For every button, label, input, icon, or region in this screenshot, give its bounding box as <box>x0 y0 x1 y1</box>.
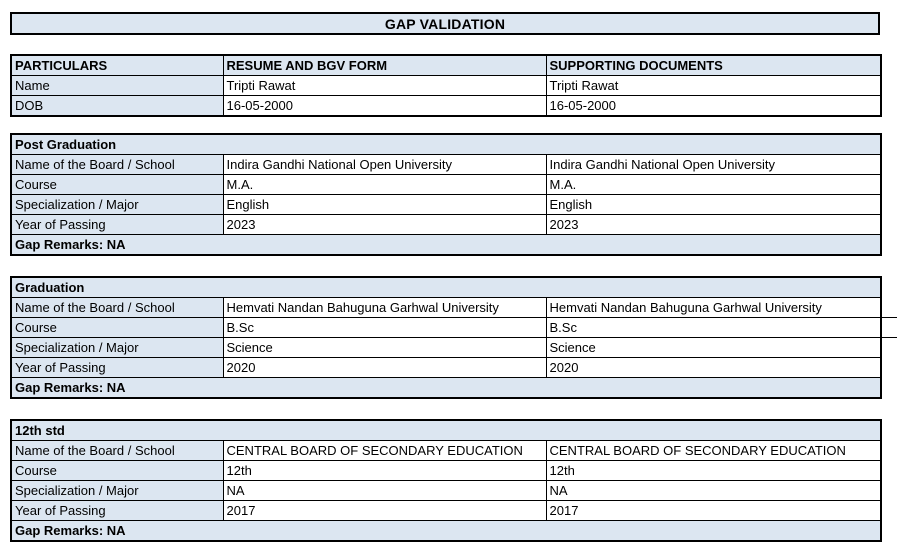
column-header-particulars: PARTICULARS <box>10 54 224 76</box>
row-label: Name <box>10 75 224 96</box>
table-header-row: PARTICULARS RESUME AND BGV FORM SUPPORTI… <box>10 54 882 76</box>
resume-value: Indira Gandhi National Open University <box>222 154 547 175</box>
supporting-value: 2017 <box>545 500 882 521</box>
table-row-specialization: Specialization / Major NA NA <box>10 480 882 501</box>
resume-value: 2017 <box>222 500 547 521</box>
section-heading-row: 12th std <box>10 419 882 441</box>
table-row-year: Year of Passing 2017 2017 <box>10 500 882 521</box>
section-post-graduation: Post Graduation Name of the Board / Scho… <box>10 133 882 256</box>
resume-value: 12th <box>222 460 547 481</box>
resume-value: 16-05-2000 <box>222 95 547 117</box>
resume-value: M.A. <box>222 174 547 195</box>
row-label: Name of the Board / School <box>10 154 224 175</box>
supporting-value: CENTRAL BOARD OF SECONDARY EDUCATION <box>545 440 882 461</box>
table-row-course: Course 12th 12th <box>10 460 882 481</box>
row-label: Name of the Board / School <box>10 297 224 318</box>
section-heading-row: Graduation <box>10 276 882 298</box>
particulars-table: PARTICULARS RESUME AND BGV FORM SUPPORTI… <box>10 54 882 117</box>
supporting-value: M.A. <box>545 174 882 195</box>
supporting-value: NA <box>545 480 882 501</box>
table-row-board: Name of the Board / School Indira Gandhi… <box>10 154 882 175</box>
supporting-value: Hemvati Nandan Bahuguna Garhwal Universi… <box>545 297 882 318</box>
gridline-stub <box>879 317 897 318</box>
row-label: DOB <box>10 95 224 117</box>
supporting-value: English <box>545 194 882 215</box>
section-heading-row: Post Graduation <box>10 133 882 155</box>
table-row-board: Name of the Board / School Hemvati Nanda… <box>10 297 882 318</box>
row-label: Year of Passing <box>10 214 224 235</box>
row-label: Specialization / Major <box>10 337 224 358</box>
table-row-year: Year of Passing 2020 2020 <box>10 357 882 378</box>
gap-remarks-row: Gap Remarks: NA <box>10 377 882 399</box>
table-row-course: Course M.A. M.A. <box>10 174 882 195</box>
row-label: Name of the Board / School <box>10 440 224 461</box>
table-row-specialization: Specialization / Major Science Science <box>10 337 882 358</box>
gap-remarks: Gap Remarks: NA <box>10 520 882 542</box>
supporting-value: B.Sc <box>545 317 882 338</box>
resume-value: 2023 <box>222 214 547 235</box>
table-row-specialization: Specialization / Major English English <box>10 194 882 215</box>
resume-value: CENTRAL BOARD OF SECONDARY EDUCATION <box>222 440 547 461</box>
row-label: Course <box>10 174 224 195</box>
supporting-value: 2020 <box>545 357 882 378</box>
row-label: Specialization / Major <box>10 480 224 501</box>
supporting-value: 16-05-2000 <box>545 95 882 117</box>
row-label: Year of Passing <box>10 500 224 521</box>
resume-value: Science <box>222 337 547 358</box>
resume-value: NA <box>222 480 547 501</box>
section-heading: 12th std <box>10 419 882 441</box>
page-title: GAP VALIDATION <box>10 12 880 35</box>
table-row-course: Course B.Sc B.Sc <box>10 317 882 338</box>
section-heading: Post Graduation <box>10 133 882 155</box>
resume-value: Hemvati Nandan Bahuguna Garhwal Universi… <box>222 297 547 318</box>
supporting-value: 12th <box>545 460 882 481</box>
resume-value: B.Sc <box>222 317 547 338</box>
resume-value: English <box>222 194 547 215</box>
column-header-supporting: SUPPORTING DOCUMENTS <box>545 54 882 76</box>
row-label: Year of Passing <box>10 357 224 378</box>
section-graduation: Graduation Name of the Board / School He… <box>10 276 882 399</box>
supporting-value: 2023 <box>545 214 882 235</box>
table-row-board: Name of the Board / School CENTRAL BOARD… <box>10 440 882 461</box>
table-row-dob: DOB 16-05-2000 16-05-2000 <box>10 95 882 117</box>
supporting-value: Tripti Rawat <box>545 75 882 96</box>
gap-remarks-row: Gap Remarks: NA <box>10 520 882 542</box>
row-label: Specialization / Major <box>10 194 224 215</box>
supporting-value: Science <box>545 337 882 358</box>
section-heading: Graduation <box>10 276 882 298</box>
table-row-year: Year of Passing 2023 2023 <box>10 214 882 235</box>
row-label: Course <box>10 460 224 481</box>
supporting-value: Indira Gandhi National Open University <box>545 154 882 175</box>
table-row-name: Name Tripti Rawat Tripti Rawat <box>10 75 882 96</box>
gridline-stub <box>879 337 897 338</box>
section-12th-std: 12th std Name of the Board / School CENT… <box>10 419 882 542</box>
resume-value: Tripti Rawat <box>222 75 547 96</box>
gap-remarks: Gap Remarks: NA <box>10 377 882 399</box>
column-header-resume: RESUME AND BGV FORM <box>222 54 547 76</box>
resume-value: 2020 <box>222 357 547 378</box>
gap-remarks: Gap Remarks: NA <box>10 234 882 256</box>
gap-remarks-row: Gap Remarks: NA <box>10 234 882 256</box>
row-label: Course <box>10 317 224 338</box>
